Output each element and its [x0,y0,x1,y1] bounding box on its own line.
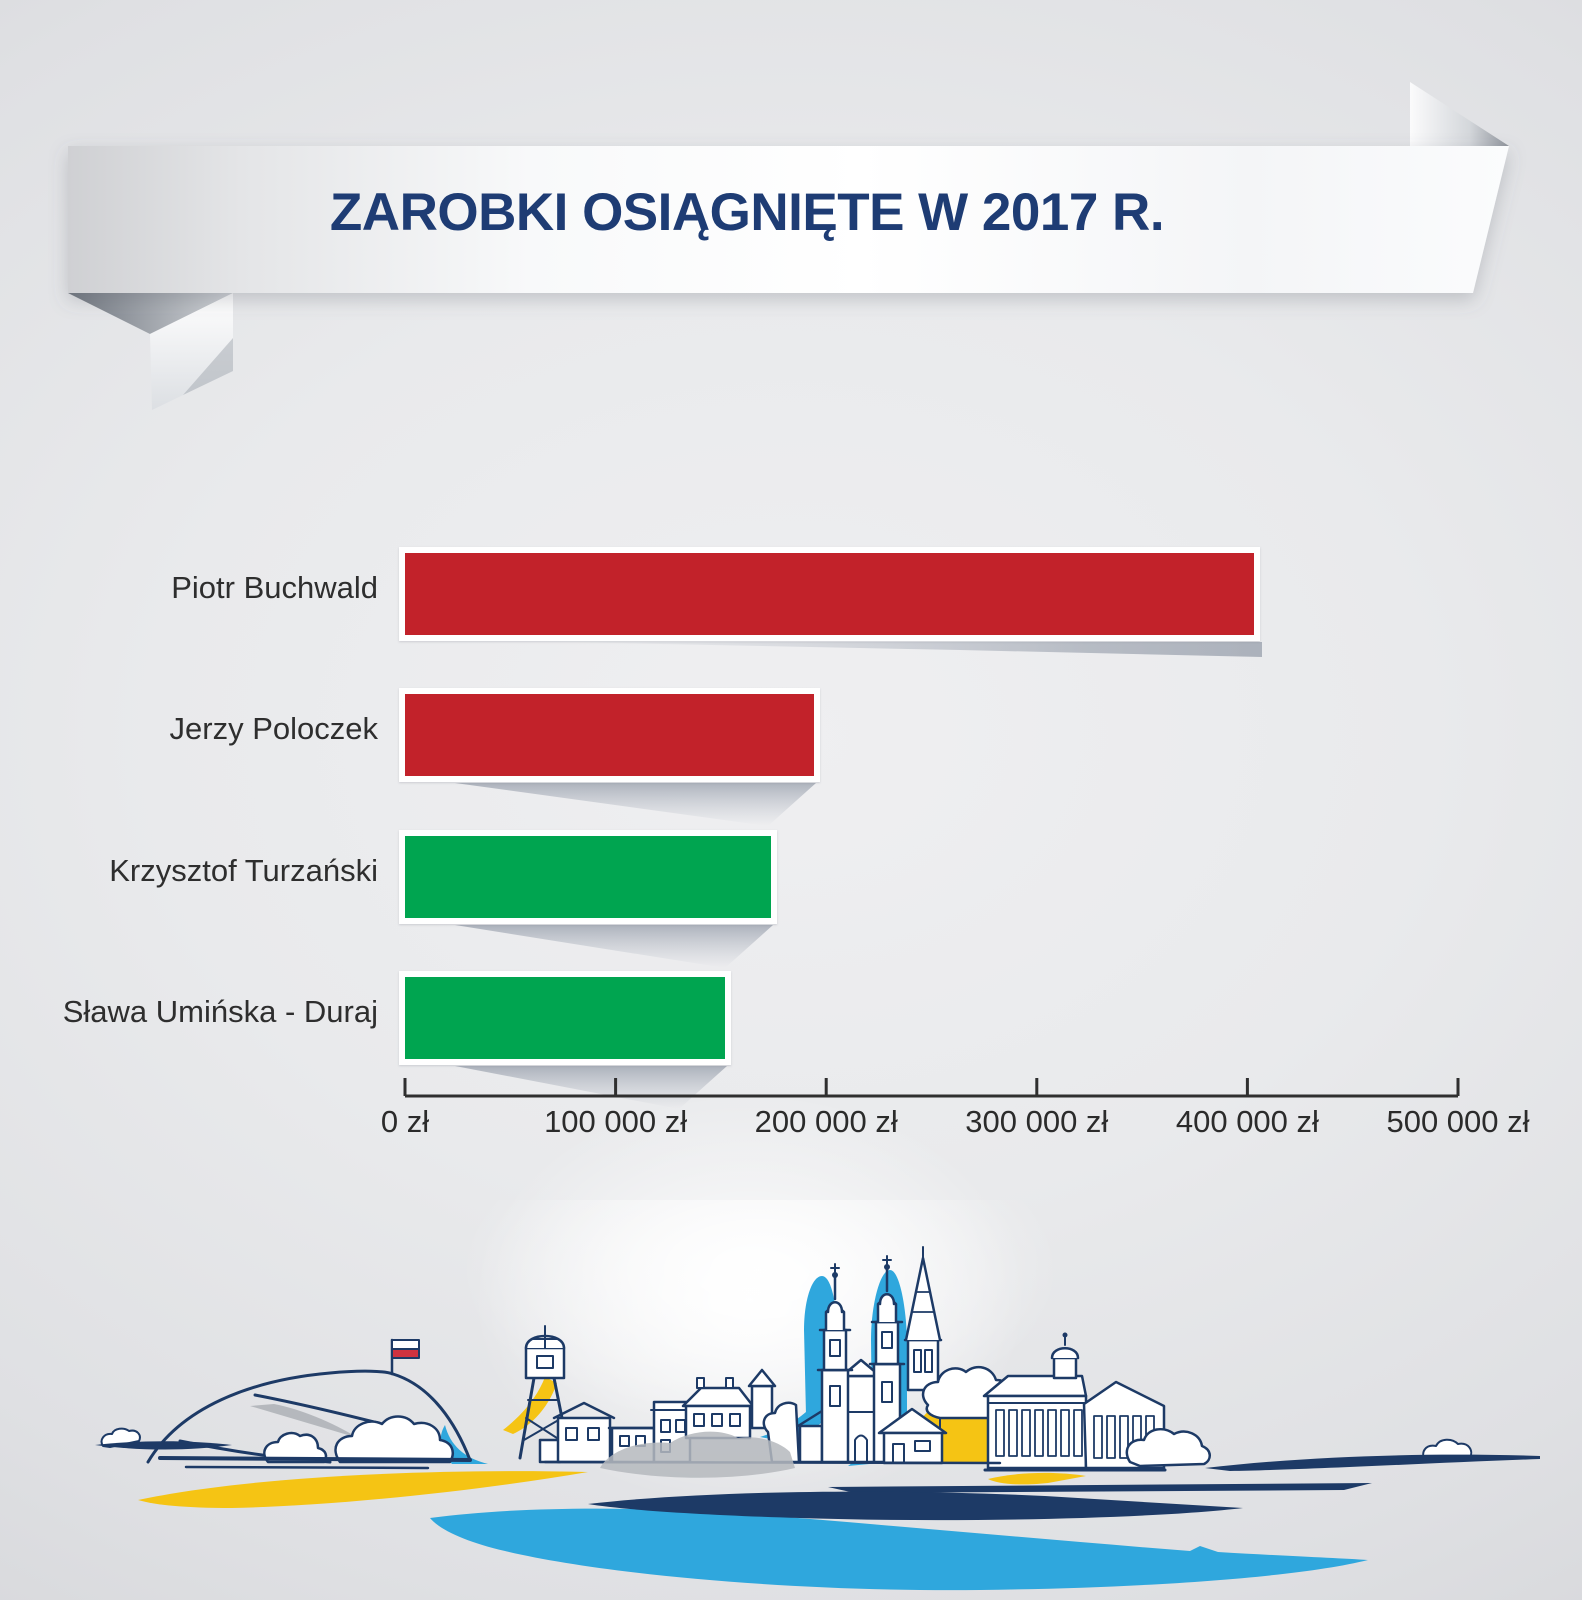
axis-line [403,1078,1460,1098]
category-label: Krzysztof Turzański [109,853,378,888]
bar-curl-shadow [455,783,816,826]
category-label: Piotr Buchwald [171,570,378,605]
bar-curl-shadow [560,642,1262,657]
city-skyline-icon [95,1200,1540,1591]
value-bar [399,830,777,924]
skyline-line-art [100,1246,1473,1472]
x-tick-label: 300 000 zł [965,1104,1109,1139]
x-tick-label: 0 zł [380,1104,430,1139]
gray-bush [600,1431,795,1478]
ribbon-banner-icon [68,82,1509,410]
category-label: Jerzy Poloczek [169,711,378,746]
category-label: Sława Umińska - Duraj [62,994,378,1029]
skyline-ground-swooshes [95,1441,1540,1521]
value-bar [399,547,1260,641]
chart-title: ZAROBKI OSIĄGNIĘTE W 2017 R. [329,183,1165,242]
x-tick-label: 500 000 zł [1386,1104,1530,1139]
skyline-gray-shading [250,1404,358,1438]
value-bar [399,971,731,1065]
bar-chart: Piotr Buchwald Jerzy Poloczek Krzysztof Tu… [62,547,1530,1139]
value-bar [399,688,820,782]
bar-curl-shadow [455,1066,727,1109]
x-tick-label: 100 000 zł [544,1104,688,1139]
bar-curl-shadow [455,925,773,968]
x-tick-label: 400 000 zł [1175,1104,1319,1139]
x-tick-label: 200 000 zł [754,1104,898,1139]
